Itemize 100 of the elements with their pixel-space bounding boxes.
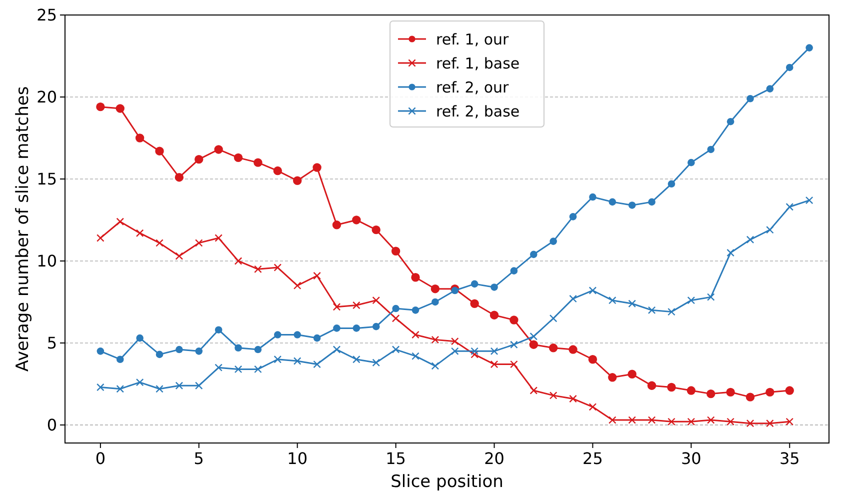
point	[136, 334, 144, 342]
point	[116, 104, 124, 113]
point	[372, 358, 380, 367]
point	[686, 386, 696, 395]
point	[175, 252, 184, 260]
point	[234, 365, 242, 374]
point	[254, 346, 262, 354]
point	[549, 314, 558, 322]
point	[96, 348, 104, 355]
point	[470, 299, 479, 308]
point	[470, 347, 478, 356]
y-tick-label: 25	[36, 6, 57, 25]
point	[96, 234, 104, 242]
point	[530, 386, 538, 394]
point	[293, 282, 302, 290]
point	[274, 355, 282, 364]
point	[510, 340, 518, 349]
point	[766, 226, 774, 234]
point	[214, 364, 222, 372]
point	[313, 272, 321, 280]
x-tick-label: 15	[386, 449, 406, 468]
point	[628, 416, 636, 424]
point	[707, 146, 715, 154]
point	[174, 172, 184, 182]
point	[668, 418, 676, 426]
y-tick-label: 10	[36, 252, 57, 271]
x-tick-label: 0	[95, 449, 106, 468]
point	[628, 300, 636, 308]
point	[588, 286, 597, 294]
point	[352, 324, 360, 332]
point	[155, 146, 164, 156]
legend-label: ref. 2, base	[436, 102, 520, 120]
point	[490, 284, 498, 291]
point	[392, 304, 400, 312]
point	[647, 381, 656, 390]
point	[450, 347, 459, 356]
point	[195, 348, 203, 355]
point	[254, 158, 262, 167]
point	[530, 332, 538, 340]
point	[392, 346, 400, 354]
point	[312, 163, 322, 172]
point	[470, 280, 478, 288]
point	[549, 392, 558, 400]
point	[706, 389, 716, 398]
point	[332, 346, 341, 354]
point	[214, 145, 223, 154]
point	[194, 154, 204, 164]
point	[608, 296, 616, 304]
point	[648, 416, 656, 424]
point	[746, 236, 754, 244]
point	[687, 418, 696, 426]
point	[333, 324, 340, 332]
point	[688, 158, 695, 166]
point	[234, 344, 242, 352]
point	[412, 330, 420, 339]
x-tick-label: 5	[194, 449, 204, 468]
point	[273, 166, 282, 176]
point	[628, 370, 636, 378]
point	[411, 273, 420, 282]
x-tick-label: 20	[484, 449, 504, 468]
point	[589, 193, 596, 201]
point	[548, 344, 558, 352]
point	[786, 418, 794, 426]
point	[687, 296, 696, 304]
point	[156, 350, 164, 358]
point	[568, 345, 578, 354]
point	[135, 134, 144, 142]
point	[352, 216, 361, 224]
point	[156, 384, 164, 393]
point	[588, 403, 597, 411]
point	[608, 416, 616, 424]
point	[176, 346, 183, 354]
point	[668, 308, 676, 316]
point	[293, 176, 302, 185]
point	[706, 293, 715, 301]
point	[214, 234, 222, 242]
x-tick-label: 35	[779, 449, 800, 468]
point	[766, 419, 774, 428]
point	[116, 218, 124, 226]
point	[529, 340, 538, 349]
point	[490, 360, 498, 368]
point	[234, 153, 243, 162]
point	[372, 225, 380, 234]
point	[706, 416, 715, 424]
y-tick-label: 5	[46, 334, 57, 353]
point	[648, 306, 656, 314]
point	[726, 248, 734, 257]
point	[726, 418, 734, 426]
point	[391, 246, 400, 256]
point	[136, 378, 144, 386]
point	[293, 357, 302, 365]
point	[490, 347, 498, 356]
point	[746, 419, 754, 428]
x-tick-label: 10	[287, 449, 308, 468]
point	[608, 373, 617, 382]
point	[96, 383, 104, 392]
point	[372, 322, 380, 330]
point	[510, 267, 518, 274]
point	[431, 336, 440, 344]
point	[746, 392, 755, 402]
